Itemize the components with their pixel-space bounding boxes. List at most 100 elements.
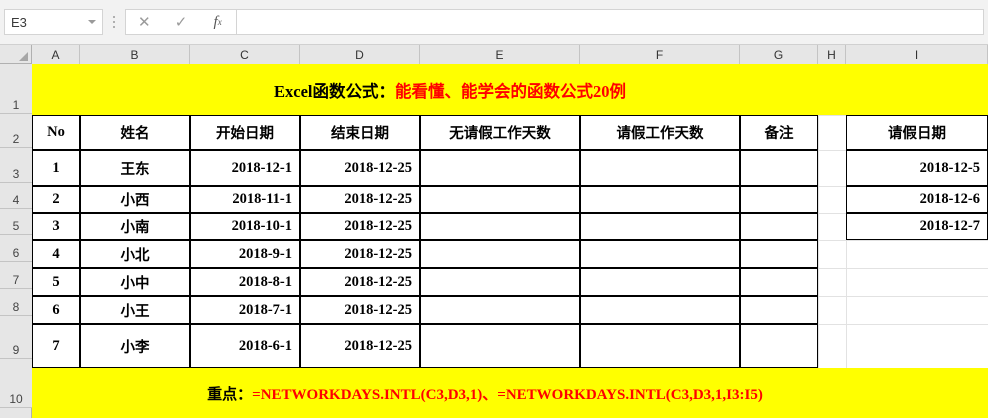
cancel-icon[interactable]: ✕ bbox=[138, 14, 151, 31]
table-cell-f-3[interactable] bbox=[580, 150, 740, 186]
table-header-cell-a[interactable]: No bbox=[32, 115, 80, 150]
select-all-corner[interactable] bbox=[0, 45, 32, 63]
table-cell-g-7[interactable] bbox=[740, 268, 818, 296]
table-cell-b-8[interactable]: 小王 bbox=[80, 296, 190, 324]
column-header-a[interactable]: A bbox=[32, 45, 80, 64]
gridline-vertical bbox=[846, 64, 847, 418]
row-header-6[interactable]: 6 bbox=[0, 235, 32, 262]
column-header-f[interactable]: F bbox=[580, 45, 740, 64]
table-cell-c-8[interactable]: 2018-7-1 bbox=[190, 296, 300, 324]
table-cell-f-5[interactable] bbox=[580, 213, 740, 240]
table-cell-g-8[interactable] bbox=[740, 296, 818, 324]
leave-date-cell-5[interactable]: 2018-12-7 bbox=[846, 213, 988, 240]
table-cell-a-9[interactable]: 7 bbox=[32, 324, 80, 368]
table-cell-d-9[interactable]: 2018-12-25 bbox=[300, 324, 420, 368]
leave-date-cell-4[interactable]: 2018-12-6 bbox=[846, 186, 988, 213]
table-header-cell-g[interactable]: 备注 bbox=[740, 115, 818, 150]
table-cell-c-4[interactable]: 2018-11-1 bbox=[190, 186, 300, 213]
confirm-check-icon[interactable]: ✓ bbox=[174, 14, 188, 31]
table-cell-a-4[interactable]: 2 bbox=[32, 186, 80, 213]
row-header-2[interactable]: 2 bbox=[0, 114, 32, 148]
table-cell-d-4[interactable]: 2018-12-25 bbox=[300, 186, 420, 213]
table-header-cell-c[interactable]: 开始日期 bbox=[190, 115, 300, 150]
table-cell-f-8[interactable] bbox=[580, 296, 740, 324]
table-cell-d-7[interactable]: 2018-12-25 bbox=[300, 268, 420, 296]
row-header-3[interactable]: 3 bbox=[0, 148, 32, 183]
leave-table-header[interactable]: 请假日期 bbox=[846, 115, 988, 150]
note-separator: 、 bbox=[482, 386, 498, 403]
table-cell-c-7[interactable]: 2018-8-1 bbox=[190, 268, 300, 296]
table-cell-f-7[interactable] bbox=[580, 268, 740, 296]
table-cell-f-9[interactable] bbox=[580, 324, 740, 368]
formula-bar-drag-handle[interactable] bbox=[103, 9, 125, 35]
worksheet-grid bbox=[32, 64, 988, 418]
table-cell-g-5[interactable] bbox=[740, 213, 818, 240]
table-cell-e-8[interactable] bbox=[420, 296, 580, 324]
table-cell-f-4[interactable] bbox=[580, 186, 740, 213]
table-cell-b-3[interactable]: 王东 bbox=[80, 150, 190, 186]
note-banner[interactable]: 重点：=NETWORKDAYS.INTL(C3,D3,1)、=NETWORKDA… bbox=[32, 368, 988, 418]
table-cell-e-6[interactable] bbox=[420, 240, 580, 268]
table-cell-d-3[interactable]: 2018-12-25 bbox=[300, 150, 420, 186]
table-cell-a-6[interactable]: 4 bbox=[32, 240, 80, 268]
table-cell-b-4[interactable]: 小西 bbox=[80, 186, 190, 213]
row-header-4[interactable]: 4 bbox=[0, 183, 32, 209]
table-cell-e-5[interactable] bbox=[420, 213, 580, 240]
table-cell-a-5[interactable]: 3 bbox=[32, 213, 80, 240]
leave-date-cell-3[interactable]: 2018-12-5 bbox=[846, 150, 988, 186]
row-header-8[interactable]: 8 bbox=[0, 289, 32, 316]
table-header-cell-e[interactable]: 无请假工作天数 bbox=[420, 115, 580, 150]
title-text-primary: Excel函数公式： bbox=[274, 81, 395, 101]
name-box[interactable]: E3 bbox=[4, 9, 103, 35]
title-banner[interactable]: Excel函数公式：能看懂、能学会的函数公式20例 bbox=[32, 64, 988, 115]
table-cell-d-6[interactable]: 2018-12-25 bbox=[300, 240, 420, 268]
table-header-cell-d[interactable]: 结束日期 bbox=[300, 115, 420, 150]
note-label: 重点： bbox=[207, 386, 253, 403]
column-header-i[interactable]: I bbox=[846, 45, 988, 64]
column-header-d[interactable]: D bbox=[300, 45, 420, 64]
gridline-vertical bbox=[818, 64, 819, 418]
table-cell-c-6[interactable]: 2018-9-1 bbox=[190, 240, 300, 268]
table-cell-e-3[interactable] bbox=[420, 150, 580, 186]
table-cell-a-3[interactable]: 1 bbox=[32, 150, 80, 186]
table-cell-a-7[interactable]: 5 bbox=[32, 268, 80, 296]
table-cell-d-5[interactable]: 2018-12-25 bbox=[300, 213, 420, 240]
table-cell-e-7[interactable] bbox=[420, 268, 580, 296]
column-header-g[interactable]: G bbox=[740, 45, 818, 64]
table-cell-b-5[interactable]: 小南 bbox=[80, 213, 190, 240]
table-cell-g-9[interactable] bbox=[740, 324, 818, 368]
table-cell-a-8[interactable]: 6 bbox=[32, 296, 80, 324]
column-header-c[interactable]: C bbox=[190, 45, 300, 64]
row-header-7[interactable]: 7 bbox=[0, 262, 32, 289]
table-cell-g-6[interactable] bbox=[740, 240, 818, 268]
table-cell-c-5[interactable]: 2018-10-1 bbox=[190, 213, 300, 240]
table-cell-c-3[interactable]: 2018-12-1 bbox=[190, 150, 300, 186]
name-box-value: E3 bbox=[11, 14, 27, 30]
table-header-cell-b[interactable]: 姓名 bbox=[80, 115, 190, 150]
table-cell-f-6[interactable] bbox=[580, 240, 740, 268]
table-cell-d-8[interactable]: 2018-12-25 bbox=[300, 296, 420, 324]
table-cell-b-9[interactable]: 小李 bbox=[80, 324, 190, 368]
note-formula-2: =NETWORKDAYS.INTL(C3,D3,1,I3:I5) bbox=[497, 386, 763, 403]
table-cell-g-4[interactable] bbox=[740, 186, 818, 213]
table-cell-c-9[interactable]: 2018-6-1 bbox=[190, 324, 300, 368]
note-formula-1: =NETWORKDAYS.INTL(C3,D3,1) bbox=[252, 386, 483, 403]
table-cell-e-4[interactable] bbox=[420, 186, 580, 213]
column-header-b[interactable]: B bbox=[80, 45, 190, 64]
table-cell-e-9[interactable] bbox=[420, 324, 580, 368]
chevron-down-icon[interactable] bbox=[88, 20, 96, 24]
row-header-5[interactable]: 5 bbox=[0, 209, 32, 235]
column-header-e[interactable]: E bbox=[420, 45, 580, 64]
column-header-h[interactable]: H bbox=[818, 45, 846, 64]
row-header-10[interactable]: 10 bbox=[0, 359, 32, 408]
row-header-9[interactable]: 9 bbox=[0, 316, 32, 359]
table-cell-b-6[interactable]: 小北 bbox=[80, 240, 190, 268]
formula-input[interactable] bbox=[237, 9, 984, 35]
table-cell-g-3[interactable] bbox=[740, 150, 818, 186]
row-header-1[interactable]: 1 bbox=[0, 64, 32, 114]
table-cell-b-7[interactable]: 小中 bbox=[80, 268, 190, 296]
table-header-cell-f[interactable]: 请假工作天数 bbox=[580, 115, 740, 150]
